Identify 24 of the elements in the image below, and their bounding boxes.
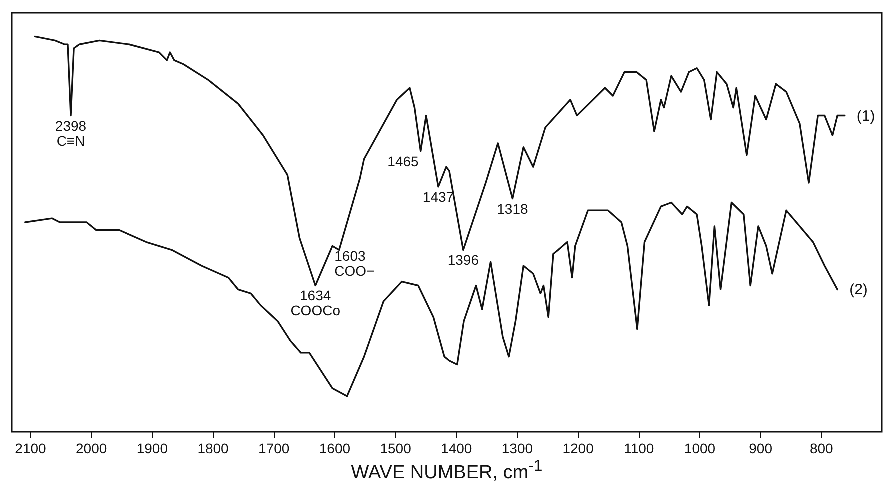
x-tick-label: 1300 [502,440,534,456]
annotation: 2398 C≡N [55,118,87,149]
x-tick-label: 800 [810,440,834,456]
x-tick-label: 2000 [76,440,108,456]
series-label: (2) [850,282,868,299]
annotation: 1634 COOCo [290,288,341,319]
annotation: 1437 [422,188,454,205]
x-tick-label: 1900 [136,440,168,456]
annotation: 1318 [497,200,528,217]
x-tick-label: 1100 [624,440,654,456]
annotation: 1603 COO− [334,248,375,280]
annotation: 1465 [388,153,420,170]
x-tick-label: 1200 [562,440,594,456]
x-tick-label: 1800 [198,440,230,456]
x-tick-label: 900 [749,440,773,456]
x-tick-label: 1700 [258,440,290,456]
x-tick-label: 1000 [684,440,716,456]
x-tick-label: 1500 [380,440,412,456]
series-label: (1) [856,108,876,125]
x-tick-label: 1600 [319,440,351,456]
x-tick-label: 1400 [441,440,472,456]
x-axis-title: WAVE NUMBER, cm$^{-1}$ [350,458,544,484]
x-tick-label: 2100 [15,440,47,456]
annotation: 1396 [448,252,480,268]
